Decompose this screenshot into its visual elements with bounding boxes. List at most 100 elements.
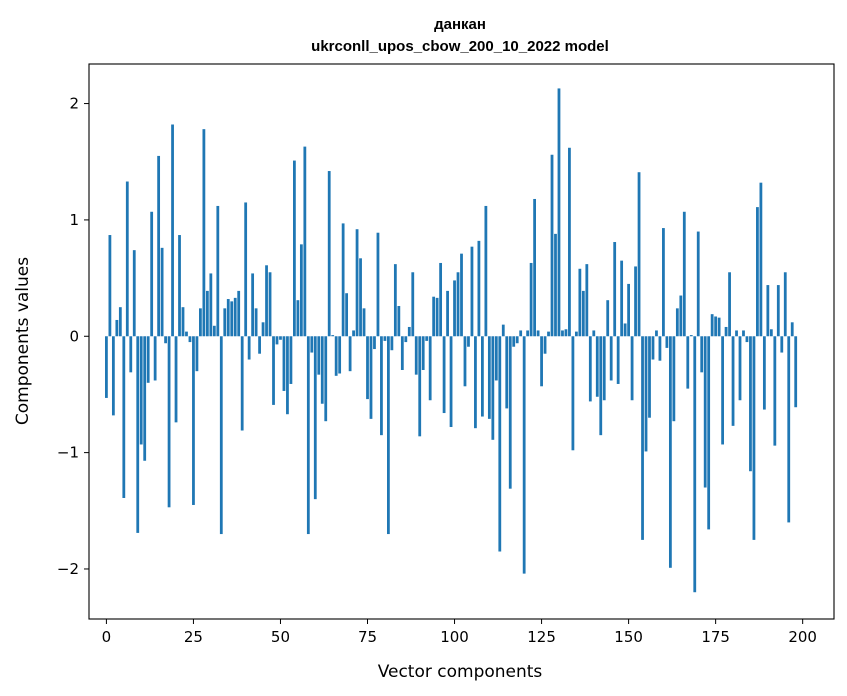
bar-151: [630, 336, 634, 401]
bar-11: [143, 336, 147, 461]
bar-97: [442, 336, 446, 414]
bar-36: [230, 301, 234, 337]
bar-114: [501, 324, 505, 337]
bar-181: [735, 330, 738, 337]
bar-122: [529, 262, 533, 337]
bar-185: [749, 336, 752, 472]
bar-0: [105, 336, 108, 398]
bar-180: [731, 336, 735, 426]
bar-172: [703, 336, 707, 488]
bar-4: [118, 307, 122, 337]
bar-182: [738, 336, 742, 401]
chart-title-line-2: ukrconll_upos_cbow_200_10_2022 model: [311, 38, 609, 55]
bar-42: [251, 273, 255, 337]
bar-133: [568, 147, 571, 337]
bar-134: [571, 336, 575, 451]
bar-113: [498, 336, 502, 552]
bar-174: [710, 314, 714, 337]
bar-5: [122, 336, 126, 498]
bar-116: [508, 336, 512, 489]
x-axis-ticks: 0 25 50 75 100 125 150 175 200: [102, 619, 817, 646]
y-tick-label: −2: [57, 560, 79, 578]
bar-6: [125, 181, 129, 337]
bar-118: [515, 336, 519, 344]
bar-110: [487, 336, 491, 419]
bar-187: [756, 207, 759, 337]
bar-142: [599, 336, 603, 436]
bar-131: [561, 330, 564, 337]
bar-48: [272, 336, 275, 405]
bar-119: [519, 330, 523, 337]
bar-190: [766, 285, 770, 337]
bar-77: [373, 336, 376, 350]
bar-60: [313, 336, 317, 500]
bar-93: [428, 336, 432, 401]
bar-68: [341, 223, 345, 337]
bar-161: [665, 336, 669, 348]
bar-183: [742, 330, 745, 337]
bar-173: [707, 336, 711, 530]
bar-45: [261, 322, 265, 337]
bar-8: [132, 250, 136, 337]
bar-124: [536, 330, 540, 337]
bar-43: [254, 308, 258, 337]
bar-21: [178, 235, 181, 337]
bar-104: [467, 336, 470, 347]
bar-3: [115, 319, 119, 337]
bar-86: [404, 336, 408, 343]
bar-54: [293, 160, 296, 337]
bar-27: [199, 308, 202, 337]
bar-1: [108, 235, 112, 337]
bar-102: [460, 253, 463, 337]
bar-50: [279, 336, 282, 340]
bar-65: [331, 335, 335, 337]
bar-66: [334, 336, 338, 376]
bar-160: [662, 228, 665, 337]
bar-103: [463, 336, 467, 387]
bar-138: [585, 264, 589, 337]
bar-24: [188, 336, 192, 343]
bar-166: [682, 211, 686, 337]
bar-55: [296, 300, 300, 337]
x-tick-label: 25: [184, 628, 203, 646]
bar-178: [724, 326, 728, 337]
bar-38: [237, 290, 241, 337]
bar-39: [240, 336, 244, 431]
bar-33: [219, 336, 223, 535]
bar-115: [505, 336, 509, 409]
bar-164: [675, 308, 679, 337]
bar-169: [693, 336, 697, 593]
bar-75: [366, 336, 369, 400]
bar-155: [644, 336, 648, 452]
bar-123: [533, 198, 536, 337]
bar-108: [481, 336, 484, 417]
bar-165: [679, 295, 683, 337]
x-tick-label: 175: [701, 628, 730, 646]
bar-132: [564, 329, 568, 337]
bar-158: [655, 330, 658, 337]
bar-191: [769, 329, 773, 337]
bar-170: [696, 231, 700, 337]
bar-53: [289, 336, 293, 384]
y-axis-ticks: −2 −1 0 1 2: [57, 95, 89, 578]
bar-63: [324, 336, 328, 422]
bar-193: [776, 285, 780, 337]
bar-15: [157, 155, 161, 337]
bar-162: [668, 336, 672, 568]
bar-41: [247, 336, 251, 360]
x-tick-label: 150: [614, 628, 643, 646]
bar-series: [105, 88, 798, 593]
bar-135: [574, 331, 578, 337]
bar-95: [435, 297, 439, 337]
bar-179: [728, 272, 731, 337]
bar-128: [550, 154, 554, 337]
y-tick-label: 2: [69, 95, 79, 113]
bar-146: [613, 242, 617, 337]
bar-156: [648, 336, 651, 418]
x-tick-label: 200: [788, 628, 817, 646]
bar-14: [153, 336, 157, 381]
bar-120: [522, 336, 526, 574]
bar-94: [432, 296, 436, 337]
bar-12: [146, 336, 150, 383]
bar-141: [595, 336, 599, 397]
